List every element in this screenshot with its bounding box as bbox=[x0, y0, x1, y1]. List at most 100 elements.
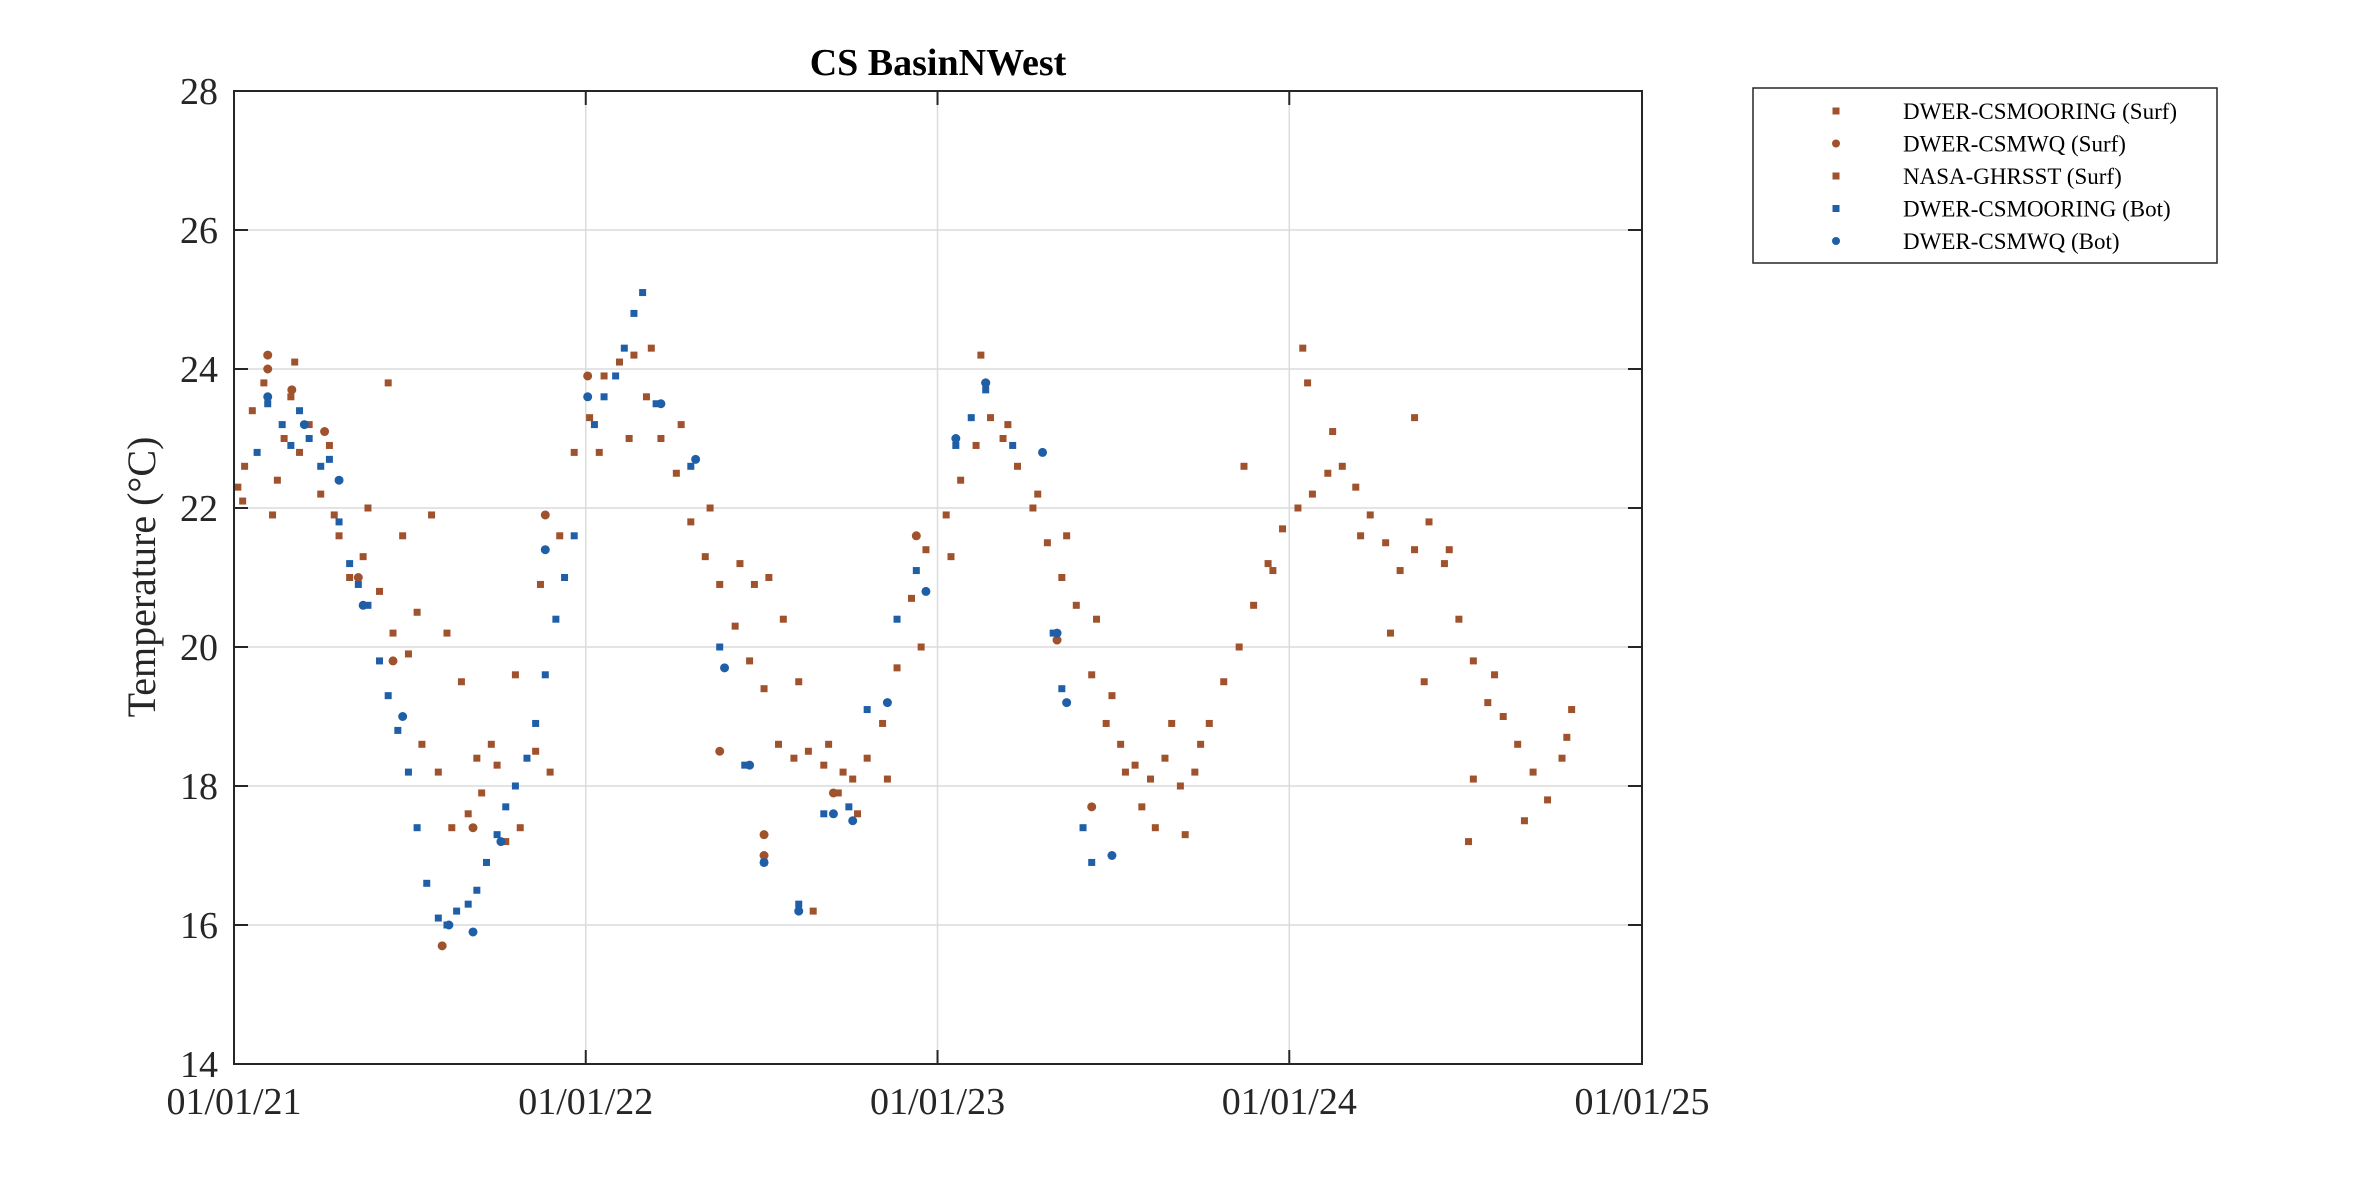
data-point bbox=[423, 879, 431, 887]
data-point bbox=[354, 580, 362, 588]
data-point bbox=[1108, 692, 1116, 700]
data-point bbox=[296, 407, 304, 415]
data-point bbox=[1279, 525, 1287, 533]
data-point bbox=[1088, 671, 1096, 679]
data-point bbox=[1197, 740, 1205, 748]
data-point bbox=[287, 385, 297, 395]
chart-title: CS BasinNWest bbox=[810, 42, 1067, 84]
data-point bbox=[820, 810, 828, 818]
data-point bbox=[1352, 483, 1360, 491]
data-point bbox=[1205, 719, 1213, 727]
data-point bbox=[1029, 504, 1037, 512]
data-point bbox=[848, 816, 858, 826]
data-point bbox=[335, 532, 343, 540]
data-point bbox=[715, 746, 725, 756]
data-point bbox=[1499, 713, 1507, 720]
data-point bbox=[942, 511, 950, 519]
data-point bbox=[1250, 601, 1258, 609]
y-axis-label: Temperature (°C) bbox=[119, 437, 164, 718]
data-point bbox=[1052, 628, 1062, 638]
data-point bbox=[957, 476, 965, 484]
data-point bbox=[981, 378, 991, 388]
data-point bbox=[384, 692, 392, 700]
data-point bbox=[828, 788, 838, 798]
data-point bbox=[1304, 379, 1312, 387]
data-point bbox=[779, 615, 787, 623]
data-point bbox=[790, 754, 798, 762]
data-point bbox=[1264, 560, 1272, 568]
data-point bbox=[556, 532, 564, 540]
data-point bbox=[546, 768, 554, 776]
data-point bbox=[523, 754, 531, 762]
data-point bbox=[428, 511, 436, 519]
data-point bbox=[263, 364, 273, 374]
data-point bbox=[972, 441, 980, 449]
data-point bbox=[404, 650, 412, 658]
data-point bbox=[1131, 761, 1139, 769]
data-point bbox=[1411, 546, 1419, 554]
data-point bbox=[1563, 733, 1571, 741]
data-point bbox=[1396, 567, 1404, 575]
data-point bbox=[759, 857, 769, 867]
data-point bbox=[263, 350, 273, 360]
data-point bbox=[320, 427, 330, 437]
y-tick-label: 28 bbox=[180, 71, 218, 113]
data-point bbox=[600, 372, 608, 380]
data-point bbox=[1151, 824, 1159, 832]
data-point bbox=[1514, 740, 1522, 748]
data-point bbox=[1420, 678, 1428, 686]
data-point bbox=[404, 768, 412, 776]
data-point bbox=[1235, 643, 1243, 651]
data-point bbox=[394, 726, 402, 734]
data-point bbox=[413, 608, 421, 616]
data-point bbox=[248, 407, 256, 415]
data-point bbox=[532, 747, 540, 755]
data-point bbox=[1411, 414, 1419, 422]
data-point bbox=[672, 469, 680, 477]
data-point bbox=[444, 920, 454, 930]
data-point bbox=[364, 504, 372, 512]
data-point bbox=[639, 289, 647, 297]
data-point bbox=[464, 900, 472, 908]
data-point bbox=[656, 399, 666, 409]
data-point bbox=[854, 810, 862, 818]
data-point bbox=[612, 372, 620, 380]
data-point bbox=[1269, 567, 1277, 575]
data-point bbox=[687, 462, 695, 470]
grid-layer bbox=[234, 91, 1642, 1064]
data-point bbox=[809, 907, 817, 915]
data-point bbox=[399, 532, 407, 540]
data-point bbox=[478, 789, 486, 797]
data-point bbox=[296, 448, 304, 456]
data-point bbox=[1308, 490, 1316, 498]
data-point bbox=[911, 531, 921, 541]
data-point bbox=[652, 400, 660, 408]
data-point bbox=[468, 927, 478, 937]
data-point bbox=[502, 803, 510, 811]
x-tick-label: 01/01/23 bbox=[870, 1081, 1005, 1123]
legend-label: NASA-GHRSST (Surf) bbox=[1903, 164, 2122, 189]
data-point bbox=[1121, 768, 1129, 776]
data-point bbox=[1544, 796, 1552, 804]
data-point bbox=[376, 657, 384, 665]
data-point bbox=[516, 824, 524, 832]
data-point bbox=[863, 706, 871, 714]
y-tick-label: 24 bbox=[180, 349, 218, 391]
legend-marker bbox=[1832, 139, 1840, 148]
data-point bbox=[457, 678, 465, 686]
data-point bbox=[630, 309, 638, 317]
data-point bbox=[287, 393, 295, 401]
data-point bbox=[287, 441, 295, 449]
data-point bbox=[1034, 490, 1042, 498]
data-point bbox=[1138, 803, 1146, 811]
data-point bbox=[418, 740, 426, 748]
data-point bbox=[1058, 685, 1066, 693]
data-point bbox=[825, 740, 833, 748]
data-point bbox=[1329, 428, 1337, 436]
data-point bbox=[264, 400, 272, 408]
data-point bbox=[263, 392, 273, 402]
data-point bbox=[493, 761, 501, 769]
data-point bbox=[398, 712, 408, 721]
data-point bbox=[317, 490, 325, 498]
